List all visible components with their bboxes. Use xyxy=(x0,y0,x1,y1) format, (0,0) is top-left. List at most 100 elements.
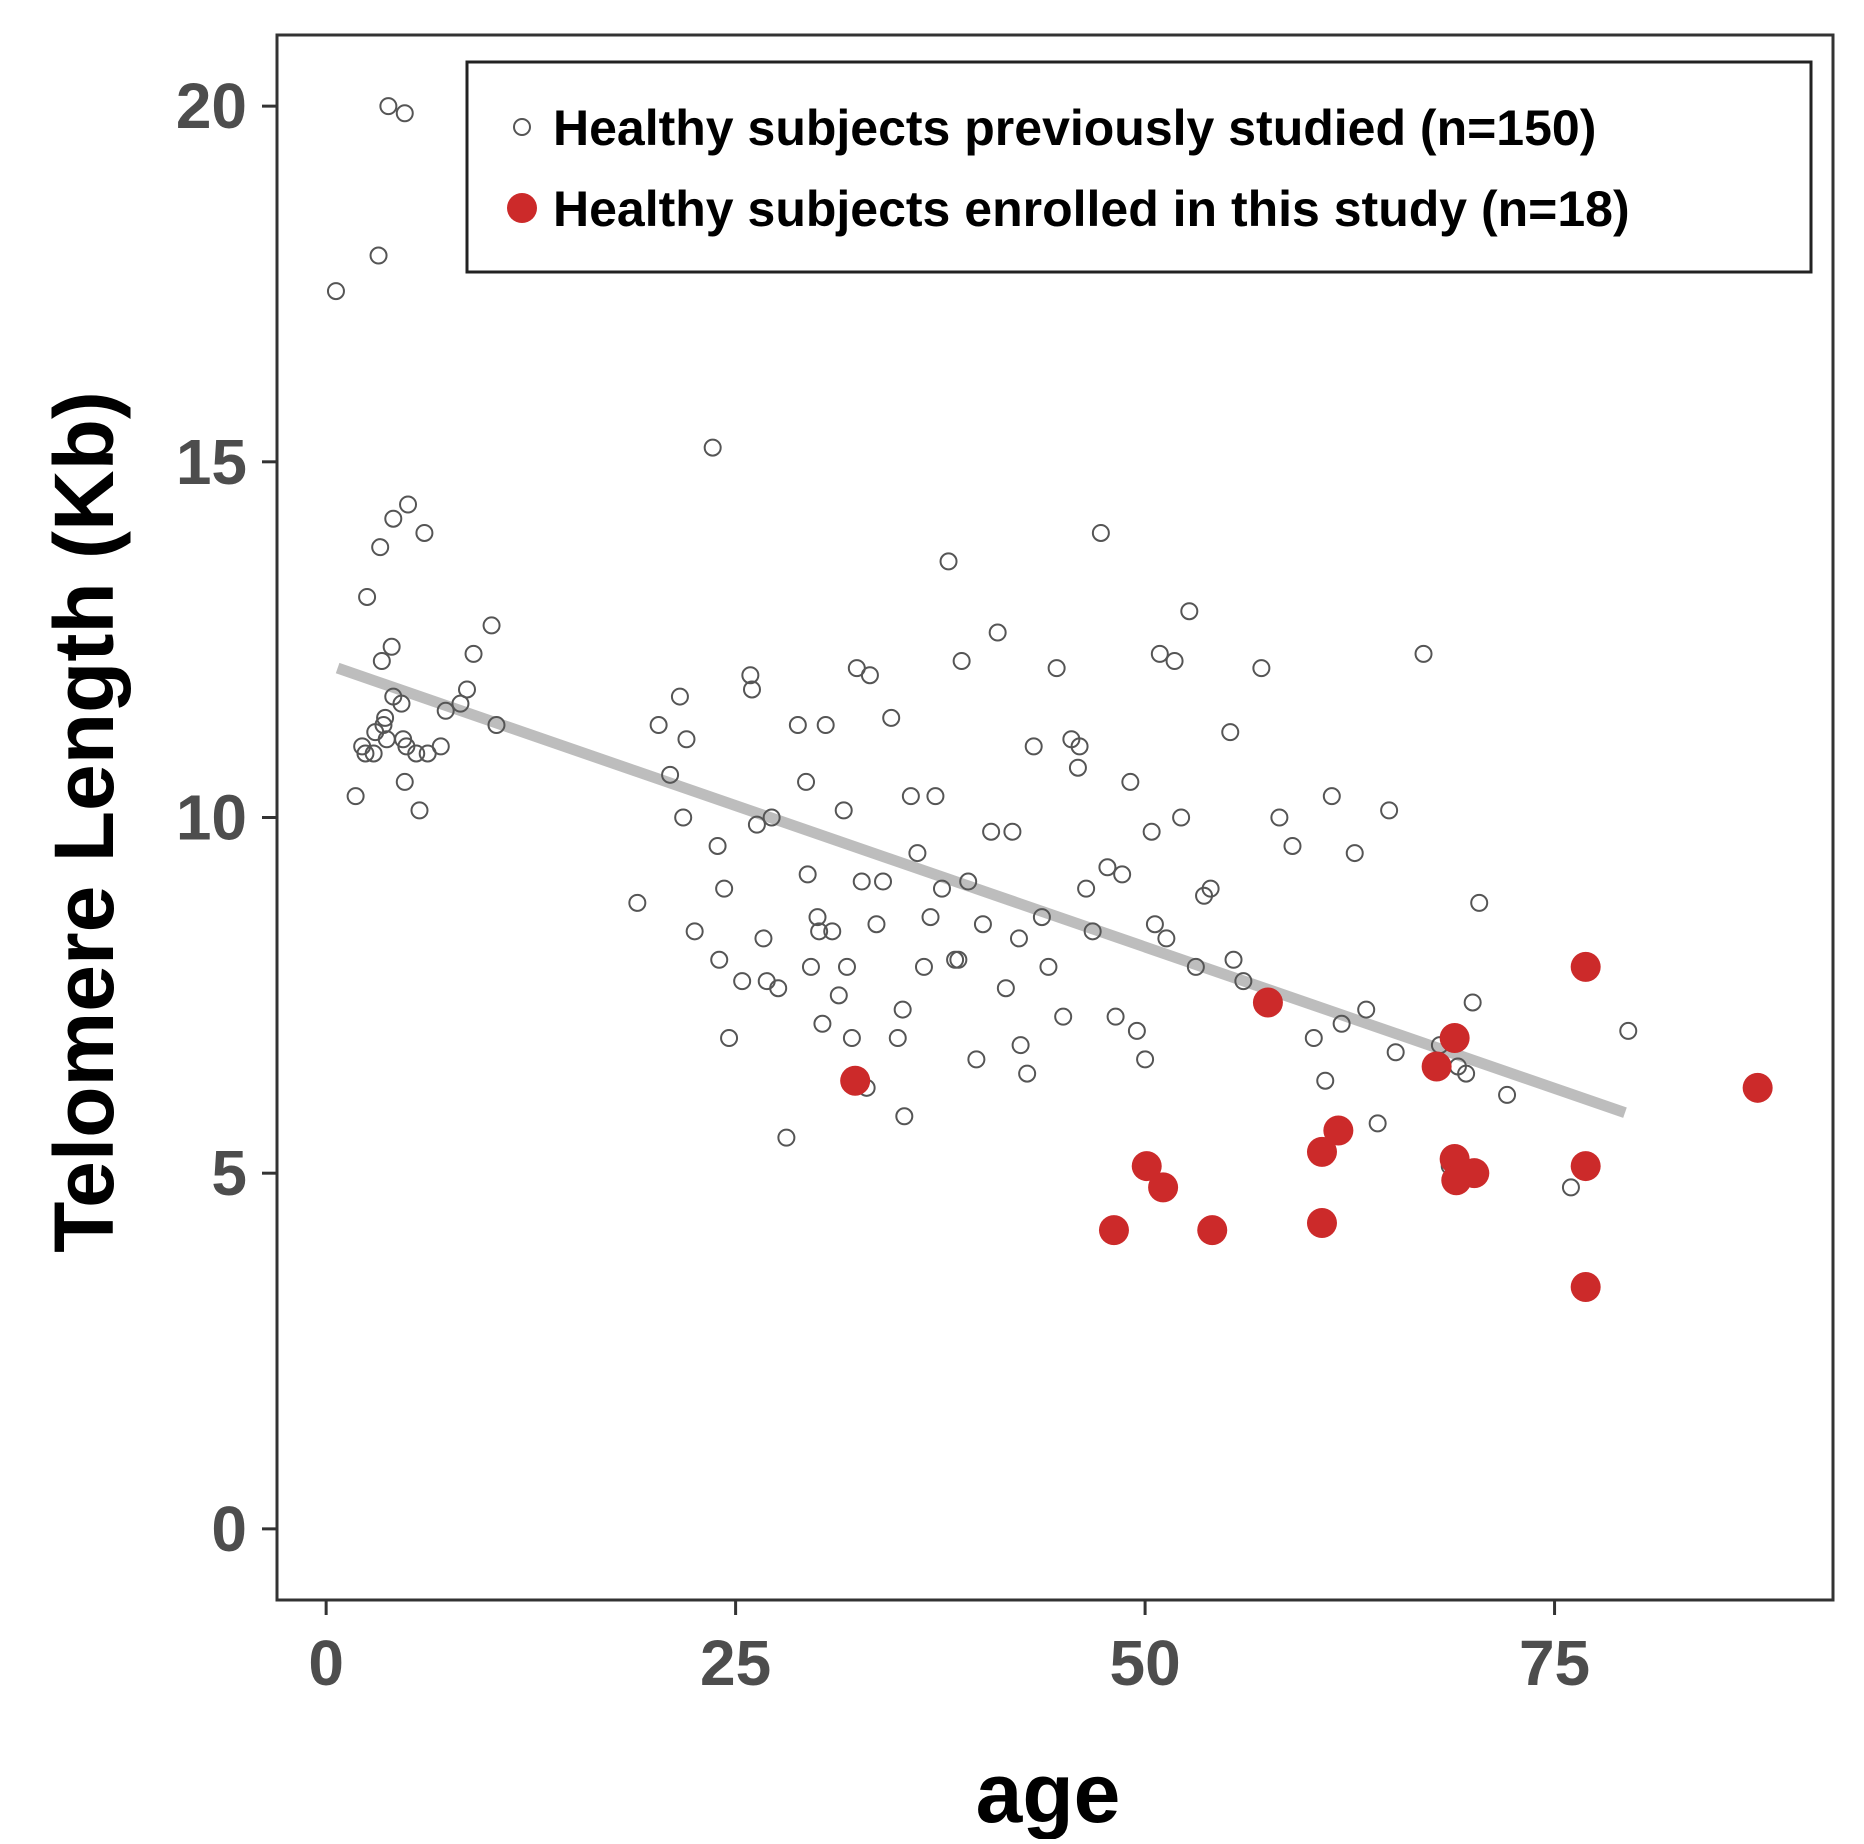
point-previous xyxy=(364,744,383,763)
plot-panel xyxy=(275,33,1835,1602)
point-previous xyxy=(661,765,680,784)
point-previous xyxy=(769,979,788,998)
legend-marker-previous xyxy=(513,118,531,136)
point-previous xyxy=(482,616,501,635)
y-tick-label: 0 xyxy=(211,1493,247,1565)
point-previous xyxy=(801,957,820,976)
point-previous xyxy=(1083,922,1102,941)
point-previous xyxy=(392,694,411,713)
point-previous xyxy=(394,730,413,749)
point-previous xyxy=(893,1000,912,1019)
point-previous xyxy=(747,815,766,834)
point-previous xyxy=(1106,1007,1125,1026)
x-axis: 0 25 50 75 xyxy=(308,1600,1590,1699)
point-previous xyxy=(1003,822,1022,841)
point-previous xyxy=(1463,993,1482,1012)
point-previous xyxy=(882,708,901,727)
point-previous xyxy=(959,872,978,891)
point-previous xyxy=(973,915,992,934)
y-tick-label: 20 xyxy=(176,70,247,142)
point-previous xyxy=(1121,772,1140,791)
legend-label-previous: Healthy subjects previously studied (n=1… xyxy=(553,100,1596,156)
point-previous xyxy=(1221,723,1240,742)
point-enrolled xyxy=(1459,1158,1490,1189)
point-previous xyxy=(720,1029,739,1048)
x-tick-label: 25 xyxy=(700,1627,771,1699)
point-previous xyxy=(715,879,734,898)
point-previous xyxy=(371,538,390,557)
point-previous xyxy=(777,1128,796,1147)
point-previous xyxy=(1136,1050,1155,1069)
legend-label-enrolled: Healthy subjects enrolled in this study … xyxy=(553,181,1630,237)
point-previous xyxy=(1304,1029,1323,1048)
x-tick-label: 50 xyxy=(1109,1627,1180,1699)
point-previous xyxy=(1068,758,1087,777)
legend-box xyxy=(465,60,1813,274)
x-axis-title: age xyxy=(976,1746,1121,1839)
point-previous xyxy=(384,509,403,528)
point-previous xyxy=(703,438,722,457)
point-previous xyxy=(754,929,773,948)
point-previous xyxy=(369,246,388,265)
x-tick-label: 75 xyxy=(1519,1627,1590,1699)
point-previous xyxy=(431,737,450,756)
point-previous xyxy=(670,687,689,706)
point-previous xyxy=(860,666,879,685)
point-previous xyxy=(932,879,951,898)
point-previous xyxy=(874,872,893,891)
point-previous xyxy=(1316,1071,1335,1090)
point-previous xyxy=(939,552,958,571)
point-previous xyxy=(952,652,971,670)
point-previous xyxy=(1047,659,1066,678)
point-previous xyxy=(457,680,476,699)
point-previous xyxy=(1470,893,1489,912)
legend-marker-enrolled xyxy=(507,193,537,223)
point-previous xyxy=(1498,1085,1517,1104)
point-previous xyxy=(1024,737,1043,756)
point-previous xyxy=(487,716,506,735)
point-enrolled xyxy=(1570,951,1601,982)
point-previous xyxy=(1077,879,1096,898)
point-previous xyxy=(395,104,414,123)
point-previous xyxy=(816,716,835,735)
point-previous xyxy=(382,637,401,656)
point-previous xyxy=(1009,929,1028,948)
point-previous xyxy=(1234,972,1253,991)
point-previous xyxy=(410,801,429,820)
point-previous xyxy=(895,1107,914,1126)
point-previous xyxy=(798,865,817,884)
point-previous xyxy=(852,872,871,891)
point-previous xyxy=(1252,659,1271,678)
point-previous xyxy=(1127,1021,1146,1040)
point-previous xyxy=(677,730,696,749)
point-previous xyxy=(685,922,704,941)
point-previous xyxy=(741,666,760,685)
x-tick-label: 0 xyxy=(308,1627,344,1699)
point-previous xyxy=(842,1029,861,1048)
point-enrolled xyxy=(1197,1215,1228,1246)
y-tick-label: 5 xyxy=(211,1137,247,1209)
point-previous xyxy=(379,97,398,116)
point-previous xyxy=(1172,808,1191,827)
point-previous xyxy=(1157,929,1176,948)
point-previous xyxy=(888,1029,907,1048)
point-enrolled xyxy=(1323,1115,1354,1146)
point-previous xyxy=(1561,1178,1580,1197)
point-previous xyxy=(376,708,395,727)
point-previous xyxy=(1032,908,1051,927)
point-previous xyxy=(867,915,886,934)
point-previous xyxy=(813,1014,832,1033)
point-previous xyxy=(733,972,752,991)
point-previous xyxy=(908,844,927,863)
point-previous xyxy=(1414,644,1433,663)
point-previous xyxy=(914,957,933,976)
point-previous xyxy=(901,787,920,806)
point-previous xyxy=(829,986,848,1005)
point-previous xyxy=(996,979,1015,998)
point-previous xyxy=(1142,822,1161,841)
point-previous xyxy=(788,716,807,735)
point-enrolled xyxy=(1098,1215,1129,1246)
point-previous xyxy=(949,950,968,969)
point-previous xyxy=(1018,1064,1037,1083)
